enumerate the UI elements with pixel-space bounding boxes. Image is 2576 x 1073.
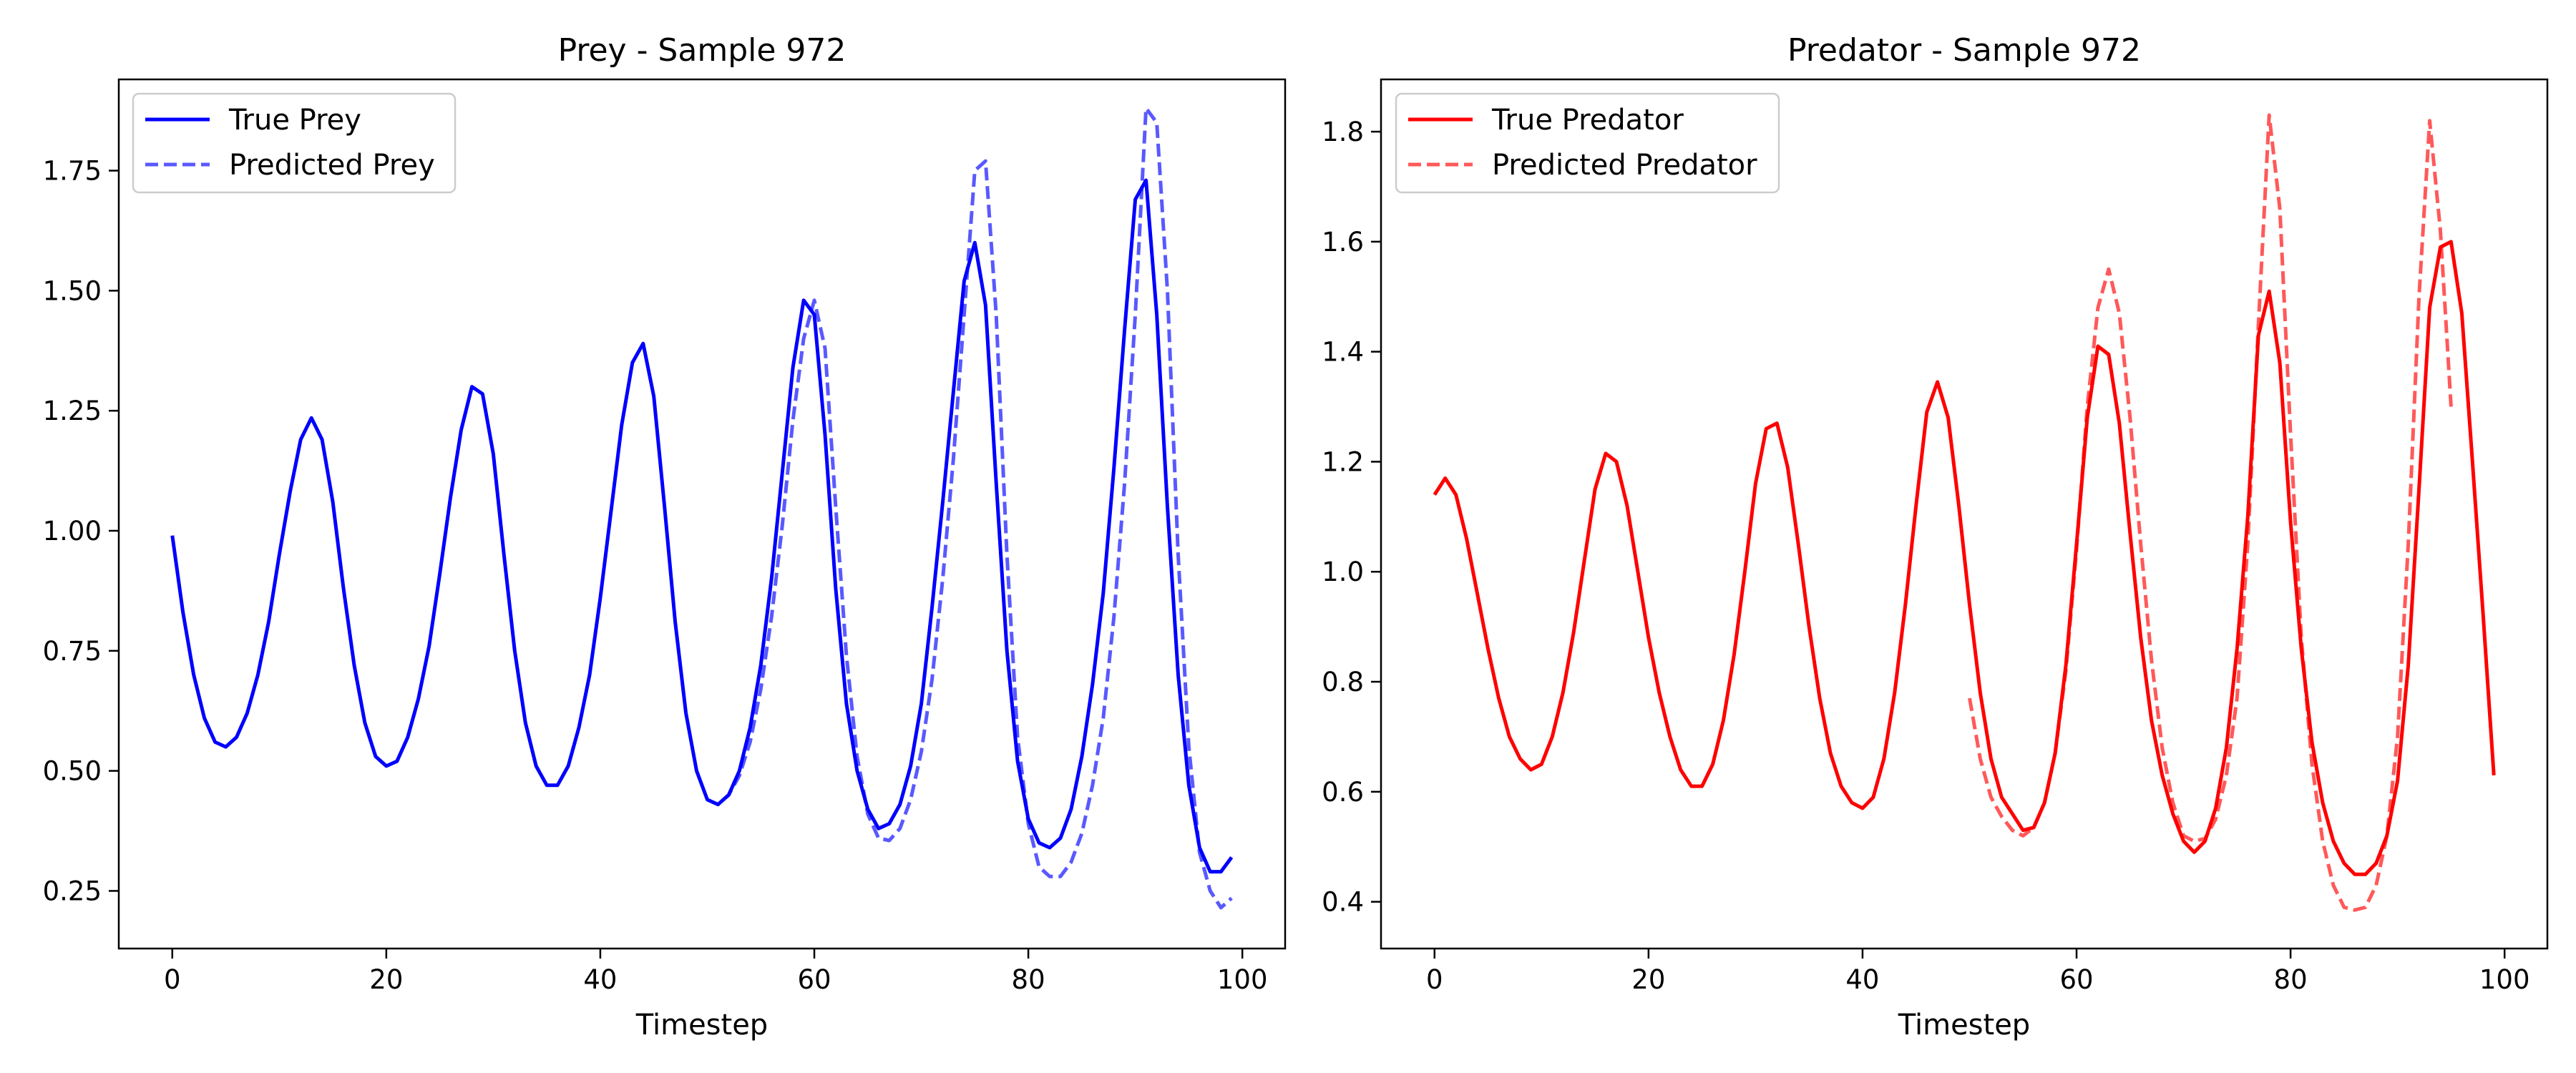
prey-y-tick-label: 1.00: [43, 516, 102, 547]
predator-y-tick-label: 0.6: [1322, 777, 1364, 808]
predator-x-tick-label: 40: [1845, 964, 1879, 995]
predator-x-tick-label: 20: [1631, 964, 1665, 995]
predator-x-tick-label: 60: [2059, 964, 2093, 995]
predator-y-tick-label: 1.8: [1322, 117, 1364, 147]
prey-y-tick-label: 1.25: [43, 396, 102, 426]
predator-plot-frame: [1380, 78, 2549, 950]
prey-x-tick-label: 40: [583, 964, 617, 995]
predator-true-line: [1433, 240, 2496, 876]
predator-y-ticks: 0.4 0.6 0.8 1.0 1.2 1.4 1.6 1.8: [1322, 117, 1381, 918]
prey-legend-predicted-label: Predicted Prey: [229, 149, 435, 182]
predator-x-tick-label: 80: [2274, 964, 2308, 995]
predator-series-layer: [1433, 113, 2496, 912]
predator-x-tick-label: 0: [1426, 964, 1443, 995]
predator-legend-predicted-label: Predicted Predator: [1492, 149, 1757, 182]
prey-x-tick-label: 0: [164, 964, 181, 995]
predator-y-tick-label: 0.4: [1322, 887, 1364, 918]
prey-predicted-line: [706, 106, 1233, 910]
predator-chart-title: Predator - Sample 972: [1787, 32, 2141, 69]
predator-y-tick-label: 1.6: [1322, 227, 1364, 258]
predator-y-tick-label: 1.4: [1322, 337, 1364, 368]
prey-y-ticks: 0.25 0.50 0.75 1.00 1.25 1.50 1.75: [43, 156, 119, 906]
predator-chart: Predator - Sample 972 0 20 40 60 80 100 0.40.…: [1322, 32, 2549, 1042]
prey-legend-true-label: True Prey: [228, 104, 361, 137]
predator-legend-true-label: True Predator: [1491, 104, 1684, 137]
prey-chart-title: Prey - Sample 972: [558, 32, 847, 69]
prey-true-line: [170, 178, 1234, 874]
prey-x-ticks: 0 20 40 60 80 100: [164, 949, 1267, 995]
predator-legend-box: [1395, 92, 1780, 194]
predator-x-ticks: 0 20 40 60 80 100: [1426, 949, 2529, 995]
predator-x-tick-label: 100: [2479, 964, 2530, 995]
prey-y-tick-label: 1.75: [43, 156, 102, 187]
prey-plot-frame: [117, 78, 1287, 950]
predator-y-tick-label: 1.0: [1322, 557, 1364, 587]
predator-y-tick-label: 1.2: [1322, 446, 1364, 477]
prey-y-tick-label: 0.50: [43, 756, 102, 787]
prey-x-tick-label: 20: [369, 964, 403, 995]
prey-x-tick-label: 100: [1217, 964, 1268, 995]
prey-y-tick-label: 0.25: [43, 876, 102, 906]
predator-legend: True Predator Predicted Predator: [1395, 92, 1780, 194]
prey-legend-box: [132, 92, 457, 194]
prey-x-tick-label: 60: [797, 964, 831, 995]
prey-series-layer: [170, 106, 1234, 910]
prey-y-tick-label: 0.75: [43, 636, 102, 667]
prey-x-axis-label: Timestep: [635, 1009, 768, 1042]
prey-legend: True Prey Predicted Prey: [132, 92, 457, 194]
prey-y-tick-label: 1.50: [43, 275, 102, 306]
predator-y-tick-label: 0.8: [1322, 667, 1364, 697]
predator-predicted-line: [1968, 113, 2453, 912]
prey-chart: Prey - Sample 972 0 20 40 60 80 100 0.250.500…: [43, 32, 1287, 1042]
predator-x-axis-label: Timestep: [1898, 1009, 2030, 1042]
prey-x-tick-label: 80: [1012, 964, 1045, 995]
